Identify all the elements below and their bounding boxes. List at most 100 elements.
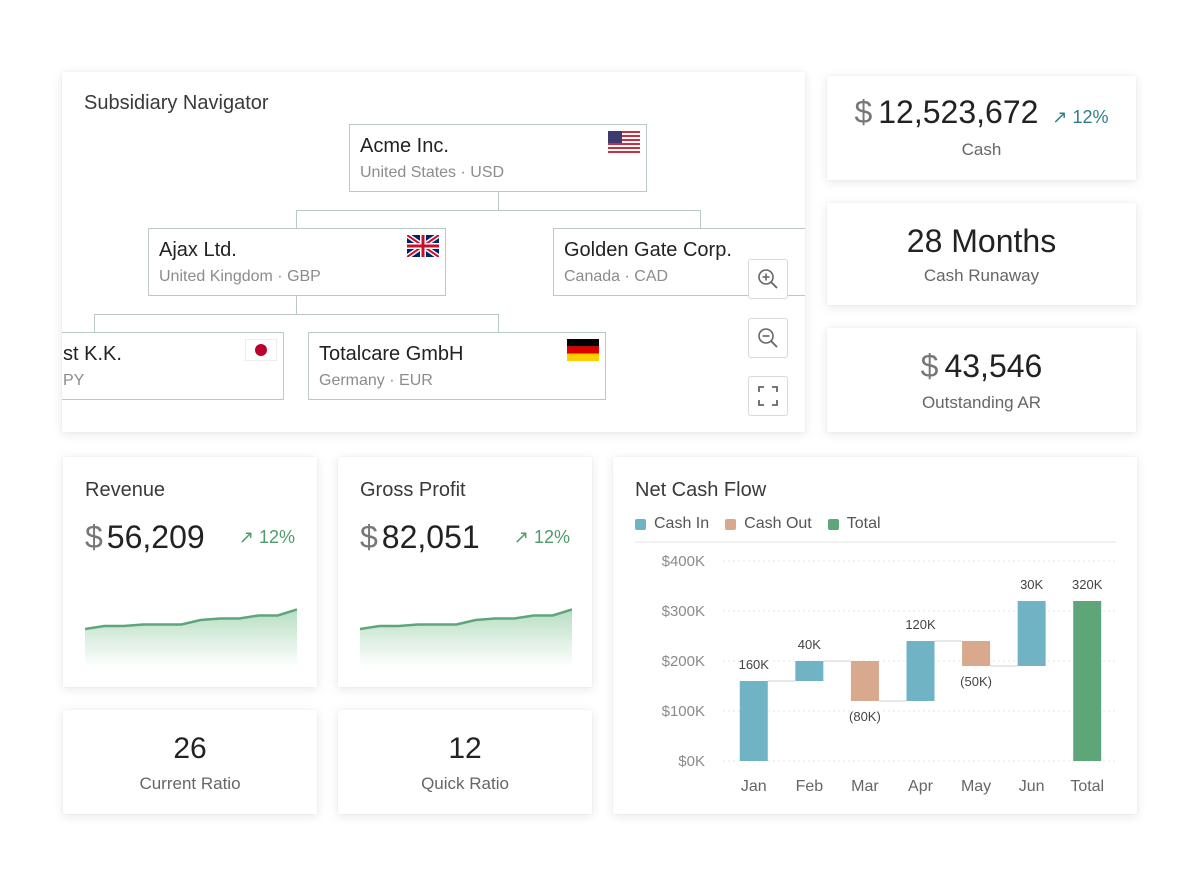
cash-trend-value: 12%	[1072, 107, 1109, 127]
sparkline-line	[360, 608, 572, 631]
org-node-totalcare[interactable]: Totalcare GmbH Germany · EUR	[308, 332, 606, 400]
data-label: (50K)	[960, 674, 992, 689]
legend-swatch	[635, 518, 646, 530]
revenue-value: 56,209	[106, 519, 205, 555]
x-tick-label: Total	[1070, 778, 1104, 795]
uk-flag-icon	[407, 235, 439, 257]
revenue-title: Revenue	[85, 479, 166, 501]
ar-label: Outstanding AR	[921, 393, 1042, 412]
y-tick-label: $400K	[662, 553, 705, 570]
gross-profit-title: Gross Profit	[360, 479, 466, 501]
org-node-japan[interactable]: st K.K. PY	[62, 332, 284, 400]
y-tick-label: $200K	[662, 653, 705, 670]
legend-swatch	[827, 518, 839, 530]
ar-value: 43,546	[944, 348, 1043, 384]
bar-may[interactable]	[962, 641, 991, 666]
current-ratio-label: Current Ratio	[139, 774, 241, 793]
gross-profit-sparkline	[360, 608, 572, 667]
net-cash-flow-card: Net Cash Flow Cash In Cash Out Total $0K…	[613, 457, 1137, 814]
node-name: st K.K.	[63, 343, 122, 365]
fullscreen-icon	[758, 386, 778, 406]
currency-symbol: $	[85, 519, 103, 555]
bar-apr[interactable]	[906, 641, 935, 701]
bar-feb[interactable]	[795, 661, 824, 681]
legend-label: Cash Out	[744, 515, 812, 532]
runway-kpi-card: 28 Months Cash Runaway	[827, 203, 1136, 305]
cash-label: Cash	[961, 140, 1002, 159]
x-tick-label: Jan	[741, 778, 767, 795]
navigator-title: Subsidiary Navigator	[84, 92, 269, 114]
us-flag-icon	[608, 131, 640, 153]
node-region: Germany · EUR	[319, 372, 433, 389]
zoom-out-button[interactable]	[748, 318, 788, 358]
connector	[94, 314, 95, 332]
y-tick-label: $100K	[662, 703, 705, 720]
revenue-card: Revenue $56,209 ↗ 12%	[63, 457, 317, 687]
node-region: United States · USD	[360, 164, 505, 181]
currency-symbol: $	[360, 519, 378, 555]
current-ratio-value: 26	[173, 732, 207, 765]
node-name: Acme Inc.	[360, 135, 449, 157]
legend-cash-in: Cash In	[635, 515, 709, 533]
currency-symbol: $	[920, 348, 939, 384]
connector	[700, 210, 701, 228]
x-tick-label: Apr	[908, 778, 934, 795]
connector	[296, 210, 297, 228]
quick-ratio-value: 12	[448, 732, 482, 765]
bar-jan[interactable]	[739, 681, 768, 761]
node-region: Canada · CAD	[564, 268, 669, 285]
data-label: 40K	[798, 637, 821, 652]
zoom-out-icon	[758, 328, 778, 348]
bar-jun[interactable]	[1017, 601, 1046, 666]
gross-profit-card: Gross Profit $82,051 ↗ 12%	[338, 457, 592, 687]
net-cash-flow-chart: $0K $100K $200K $300K $400K 160K Jan 40K Feb (80K…	[635, 541, 1116, 795]
data-label: 160K	[739, 657, 770, 672]
zoom-in-button[interactable]	[748, 259, 788, 299]
quick-ratio-label: Quick Ratio	[421, 774, 509, 793]
current-ratio-card: 26 Current Ratio	[63, 710, 317, 814]
gross-profit-value-row: $82,051	[360, 519, 480, 556]
org-node-acme[interactable]: Acme Inc. United States · USD	[349, 124, 647, 192]
connector	[498, 192, 499, 210]
org-node-ajax[interactable]: Ajax Ltd. United Kingdom · GBP	[148, 228, 446, 296]
legend-label: Total	[846, 515, 881, 532]
data-label: 320K	[1072, 577, 1103, 592]
node-name: Ajax Ltd.	[159, 239, 237, 261]
node-name: Golden Gate Corp.	[564, 239, 732, 261]
quick-ratio-card: 12 Quick Ratio	[338, 710, 592, 814]
data-label: (80K)	[849, 709, 881, 724]
runway-label: Cash Runaway	[923, 266, 1040, 285]
currency-symbol: $	[854, 94, 873, 130]
node-region: PY	[63, 372, 85, 389]
chart-title: Net Cash Flow	[635, 479, 767, 501]
runway-value: 28 Months	[906, 223, 1057, 259]
data-label: 30K	[1020, 577, 1043, 592]
revenue-trend-value: 12%	[258, 527, 295, 547]
y-tick-label: $0K	[678, 753, 705, 770]
chart-legend: Cash In Cash Out Total	[635, 515, 881, 533]
connector	[296, 210, 701, 211]
connector	[94, 314, 499, 315]
data-label: 120K	[905, 617, 936, 632]
x-tick-label: May	[961, 778, 991, 795]
connector	[296, 296, 297, 314]
revenue-trend: ↗ 12%	[238, 527, 295, 547]
node-region: United Kingdom · GBP	[159, 268, 321, 285]
cash-value: 12,523,672	[878, 94, 1039, 130]
fullscreen-button[interactable]	[748, 376, 788, 416]
node-name: Totalcare GmbH	[319, 343, 464, 365]
bar-total[interactable]	[1073, 601, 1102, 761]
ar-value-row: $43,546	[827, 348, 1136, 385]
ar-kpi-card: $43,546 Outstanding AR	[827, 328, 1136, 432]
bar-mar[interactable]	[850, 661, 879, 701]
sparkline-area	[85, 609, 297, 667]
cash-trend: ↗ 12%	[1052, 107, 1109, 127]
jp-flag-icon	[245, 339, 277, 361]
sparkline-line	[85, 608, 297, 631]
de-flag-icon	[567, 339, 599, 361]
y-tick-label: $300K	[662, 603, 705, 620]
legend-label: Cash In	[654, 515, 710, 532]
x-tick-label: Feb	[796, 778, 824, 795]
legend-swatch	[725, 518, 737, 530]
revenue-value-row: $56,209	[85, 519, 205, 556]
